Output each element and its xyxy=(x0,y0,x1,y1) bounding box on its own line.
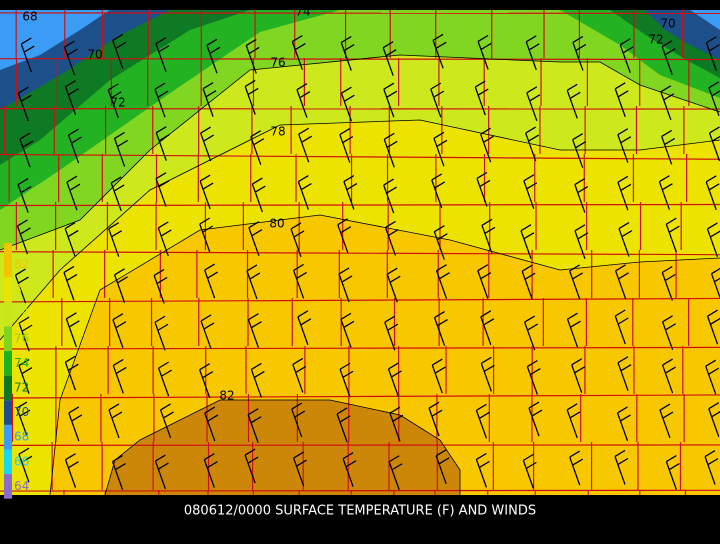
legend-label: 74 xyxy=(14,356,29,370)
contour-label: 70 xyxy=(87,48,102,62)
legend-label: 68 xyxy=(14,430,29,444)
legend-label: 82 xyxy=(14,258,29,272)
legend-swatch xyxy=(4,450,12,475)
legend-swatch xyxy=(4,277,12,302)
legend-swatch xyxy=(4,474,12,499)
contour-label: 70 xyxy=(660,17,675,31)
contour-label: 76 xyxy=(270,56,285,70)
footer-title: 080612/0000 SURFACE TEMPERATURE (F) AND … xyxy=(184,504,536,519)
legend-label: 80 xyxy=(14,282,29,296)
legend-label: 72 xyxy=(14,381,29,395)
legend-swatch xyxy=(4,400,12,425)
contour-label: 82 xyxy=(219,389,234,403)
contour-label: 72 xyxy=(648,33,663,47)
contour-label: 80 xyxy=(269,217,284,231)
legend-swatch xyxy=(4,376,12,401)
legend-swatch xyxy=(4,253,12,278)
legend-label: 76 xyxy=(14,331,29,345)
legend-label: 64 xyxy=(14,479,29,493)
legend-label: 70 xyxy=(14,405,29,419)
county-line xyxy=(0,490,720,491)
contour-label: 68 xyxy=(22,10,37,24)
legend-swatch xyxy=(4,327,12,352)
legend-swatch xyxy=(4,302,12,327)
contour-label: 78 xyxy=(270,125,285,139)
legend-swatch xyxy=(4,351,12,376)
contour-label: 74 xyxy=(295,5,310,19)
legend-label: 66 xyxy=(14,454,29,468)
legend-label: 78 xyxy=(14,307,29,321)
contour-label: 72 xyxy=(110,96,125,110)
legend-swatch xyxy=(4,425,12,450)
